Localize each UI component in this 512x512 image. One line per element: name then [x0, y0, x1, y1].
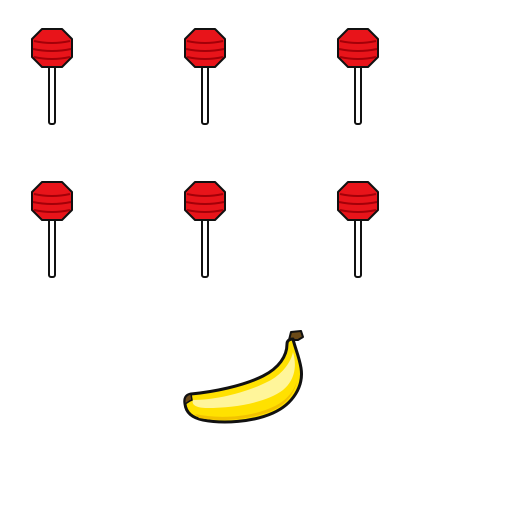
lollipop-icon [335, 26, 383, 126]
lollipop-icon [335, 179, 383, 279]
banana-icon [183, 328, 315, 426]
lollipop-icon [29, 179, 77, 279]
lollipop-icon [29, 26, 77, 126]
lollipop-icon [182, 26, 230, 126]
lollipop-icon [182, 179, 230, 279]
